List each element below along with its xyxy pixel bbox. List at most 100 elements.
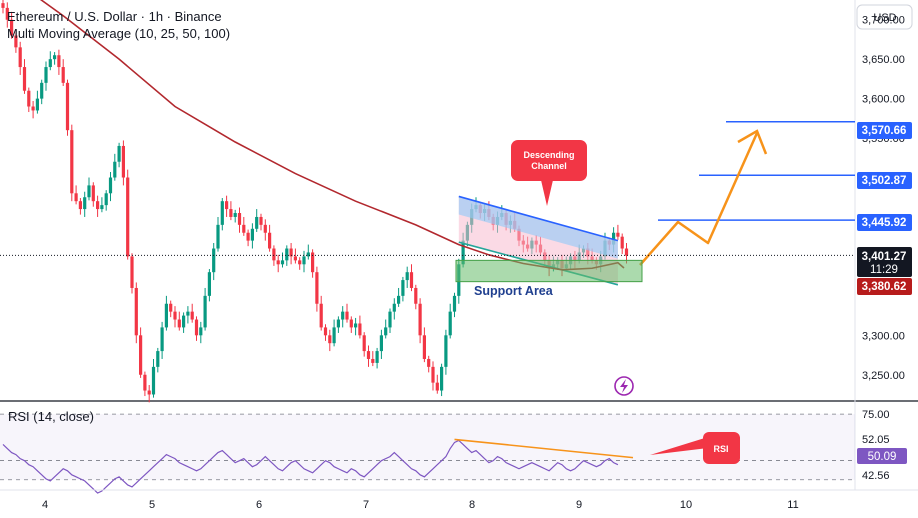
candle-body xyxy=(194,319,199,336)
candle-body xyxy=(371,358,375,363)
time-tick-label: 11 xyxy=(787,499,798,511)
candle-body xyxy=(401,280,405,296)
price-badge-level-3-text: 3,445.92 xyxy=(862,217,907,229)
candle-body xyxy=(121,145,125,178)
candle-body xyxy=(108,177,113,194)
projection-path[interactable] xyxy=(639,132,759,266)
channel-upper-fill xyxy=(458,196,618,259)
rsi-callout[interactable]: RSI xyxy=(650,432,740,464)
candle-body xyxy=(289,248,293,257)
candle-body xyxy=(461,240,465,265)
price-badge-level-2-text: 3,502.87 xyxy=(862,175,907,187)
price-badge-level-2: 3,502.87 xyxy=(857,172,912,189)
candle-body xyxy=(113,161,117,178)
countdown-text: 11:29 xyxy=(870,264,898,276)
candle-body xyxy=(427,358,431,367)
candle-body xyxy=(203,295,207,328)
candle-body xyxy=(10,19,14,36)
candle-body xyxy=(375,351,379,363)
time-axis[interactable]: 4 5 6 7 8 9 10 11 xyxy=(42,499,799,511)
candle-body xyxy=(156,351,160,367)
candle-body xyxy=(186,311,190,316)
candle-body xyxy=(233,213,237,217)
candle-body xyxy=(435,382,439,391)
time-tick-label: 8 xyxy=(469,499,475,511)
time-tick-label: 5 xyxy=(149,499,155,511)
candle-body xyxy=(366,351,371,359)
candle-body xyxy=(409,272,414,288)
price-badge-level-1-text: 3,570.66 xyxy=(862,125,907,137)
candle-body xyxy=(397,295,401,304)
support-price-badge: 3,380.62 xyxy=(857,278,912,295)
rsi-callout-pointer xyxy=(650,437,708,455)
candle-body xyxy=(444,335,448,367)
candle-body xyxy=(272,248,276,261)
candle-body xyxy=(268,232,272,249)
rsi-label[interactable]: RSI (14, close) xyxy=(8,409,94,424)
candle-body xyxy=(448,311,452,336)
candle-body xyxy=(14,35,18,48)
candle-body xyxy=(311,252,315,273)
candle-body xyxy=(328,335,332,344)
rsi-upper-label: 52.05 xyxy=(862,434,890,446)
rsi-axis: 75.00 xyxy=(862,409,890,421)
candle-body xyxy=(147,390,151,395)
candle-body xyxy=(212,248,216,273)
candle-body xyxy=(405,272,409,281)
candle-body xyxy=(126,177,130,257)
time-tick-label: 10 xyxy=(680,499,692,511)
candle-body xyxy=(48,59,52,68)
candle-body xyxy=(237,213,242,225)
candle-body xyxy=(5,7,9,20)
currency-button-label: USD xyxy=(873,12,896,24)
channel-upper-line[interactable] xyxy=(458,195,619,242)
candle-body xyxy=(452,295,457,312)
candle-body xyxy=(117,145,121,162)
candle-body xyxy=(173,311,177,320)
time-tick-label: 4 xyxy=(42,499,48,511)
candle-body xyxy=(354,323,358,328)
candle-body xyxy=(616,232,620,237)
candle-body xyxy=(151,366,156,395)
candle-body xyxy=(246,232,250,241)
candle-body xyxy=(431,366,435,383)
candle-body xyxy=(91,185,95,202)
lightning-icon[interactable] xyxy=(614,376,634,396)
candle-body xyxy=(100,205,104,210)
candle-body xyxy=(418,303,422,336)
candle-body xyxy=(177,319,181,328)
rsi-line xyxy=(2,439,619,494)
price-tick-label: 3,300.00 xyxy=(862,330,905,342)
candle-body xyxy=(345,311,349,320)
candle-body xyxy=(160,327,164,352)
candle-body xyxy=(276,260,280,265)
rsi-lower-label: 42.56 xyxy=(862,470,890,482)
support-area-zone[interactable] xyxy=(455,259,643,283)
candle-body xyxy=(440,366,444,391)
candle-body xyxy=(255,216,259,229)
projection-arrowhead xyxy=(737,129,768,155)
time-tick-label: 9 xyxy=(576,499,582,511)
candle-body xyxy=(225,201,229,210)
callout-line-2: Channel xyxy=(531,161,567,171)
candle-body xyxy=(379,335,383,352)
rsi-divergence-line[interactable] xyxy=(454,438,634,459)
descending-channel-callout[interactable]: Descending Channel xyxy=(511,140,587,206)
candle-body xyxy=(349,319,353,328)
indicator-label[interactable]: Multi Moving Average (10, 25, 50, 100) xyxy=(7,26,230,41)
candle-body xyxy=(78,201,82,210)
callout-line-1: Descending xyxy=(523,150,574,160)
rsi-current-text: 50.09 xyxy=(868,451,897,463)
rsi-callout-text: RSI xyxy=(713,444,728,454)
currency-button[interactable]: USD xyxy=(856,4,913,30)
price-tick-label: 3,700.00 xyxy=(862,15,905,27)
candle-body xyxy=(27,90,31,107)
candle-body xyxy=(414,287,418,304)
current-price-badge: 3,401.27 11:29 xyxy=(857,247,912,277)
price-axis[interactable]: 3,700.003,650.003,600.003,550.003,300.00… xyxy=(862,15,905,382)
candle-body xyxy=(65,82,70,131)
price-badge-level-3: 3,445.92 xyxy=(857,214,912,231)
candle-body xyxy=(40,82,44,99)
price-pane[interactable] xyxy=(0,0,855,400)
